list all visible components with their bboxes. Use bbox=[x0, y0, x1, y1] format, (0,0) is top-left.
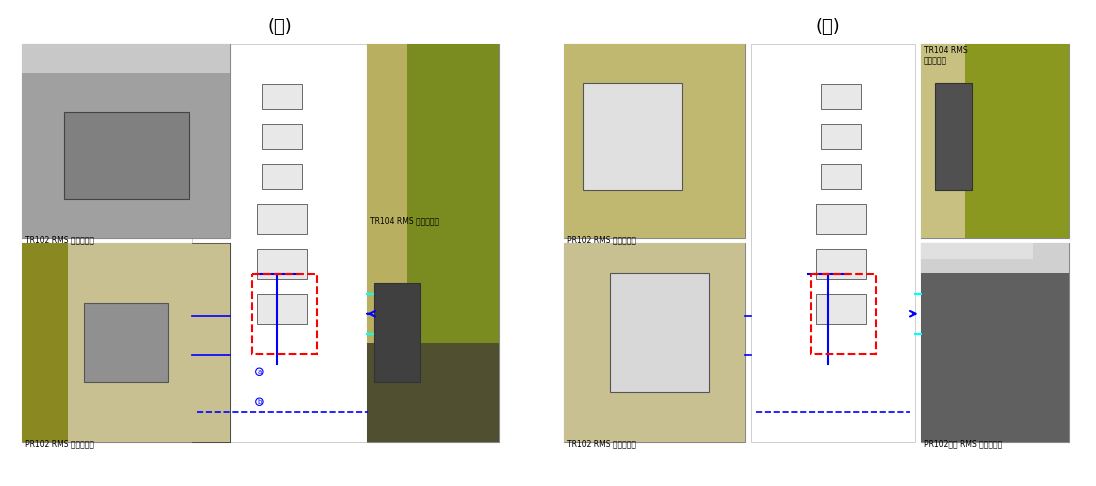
Bar bbox=[609, 273, 709, 393]
Text: PR102 RMS 지역감시기: PR102 RMS 지역감시기 bbox=[25, 439, 94, 448]
Bar bbox=[564, 44, 745, 238]
Text: TR102 RMS 지역감시기: TR102 RMS 지역감시기 bbox=[568, 439, 637, 448]
Bar bbox=[817, 294, 866, 324]
Text: b: b bbox=[258, 399, 262, 405]
Bar bbox=[258, 294, 307, 324]
Bar bbox=[64, 112, 189, 199]
Bar bbox=[921, 44, 1069, 238]
Bar bbox=[262, 84, 302, 109]
Bar bbox=[192, 44, 373, 442]
Bar bbox=[821, 84, 861, 109]
Text: (우): (우) bbox=[815, 17, 840, 36]
Bar bbox=[821, 124, 861, 149]
Bar bbox=[583, 83, 682, 190]
Text: TR104 RMS
지역감시기: TR104 RMS 지역감시기 bbox=[924, 46, 968, 65]
Bar bbox=[935, 83, 972, 190]
Bar bbox=[22, 44, 230, 238]
Bar bbox=[22, 243, 68, 442]
Bar bbox=[22, 44, 230, 73]
Bar bbox=[994, 243, 1019, 259]
Bar bbox=[751, 44, 915, 442]
Bar bbox=[22, 243, 230, 442]
Bar bbox=[367, 44, 499, 442]
Bar bbox=[564, 243, 745, 442]
Bar bbox=[943, 243, 985, 259]
Bar bbox=[22, 73, 230, 238]
Bar bbox=[921, 44, 964, 238]
Text: a: a bbox=[258, 369, 262, 375]
Bar bbox=[407, 44, 499, 442]
Bar bbox=[964, 243, 1000, 259]
Text: TR102 RMS 지역감시기: TR102 RMS 지역감시기 bbox=[25, 235, 94, 244]
Bar bbox=[367, 343, 499, 442]
Bar bbox=[921, 243, 972, 259]
Bar bbox=[262, 124, 302, 149]
Bar bbox=[262, 164, 302, 189]
Bar bbox=[817, 204, 866, 234]
Bar bbox=[258, 204, 307, 234]
Bar bbox=[68, 243, 230, 442]
Bar bbox=[921, 243, 1069, 273]
Text: (좌): (좌) bbox=[267, 17, 292, 36]
Text: PR102 RMS 지역감시기: PR102 RMS 지역감시기 bbox=[568, 235, 637, 244]
Bar bbox=[564, 243, 745, 442]
Bar bbox=[921, 243, 1069, 442]
Text: TR104 RMS 지역감시기: TR104 RMS 지역감시기 bbox=[370, 216, 439, 225]
Bar bbox=[921, 243, 1069, 442]
Bar bbox=[258, 249, 307, 279]
Bar bbox=[84, 303, 168, 382]
Bar bbox=[252, 274, 317, 354]
Bar bbox=[821, 164, 861, 189]
Text: PR102복도 RMS 지역감시기: PR102복도 RMS 지역감시기 bbox=[924, 439, 1002, 448]
Bar bbox=[564, 44, 745, 238]
Bar bbox=[374, 283, 420, 382]
Bar bbox=[1017, 243, 1034, 259]
Bar bbox=[367, 44, 499, 442]
Bar bbox=[817, 249, 866, 279]
Bar bbox=[964, 44, 1069, 238]
Bar bbox=[811, 274, 876, 354]
